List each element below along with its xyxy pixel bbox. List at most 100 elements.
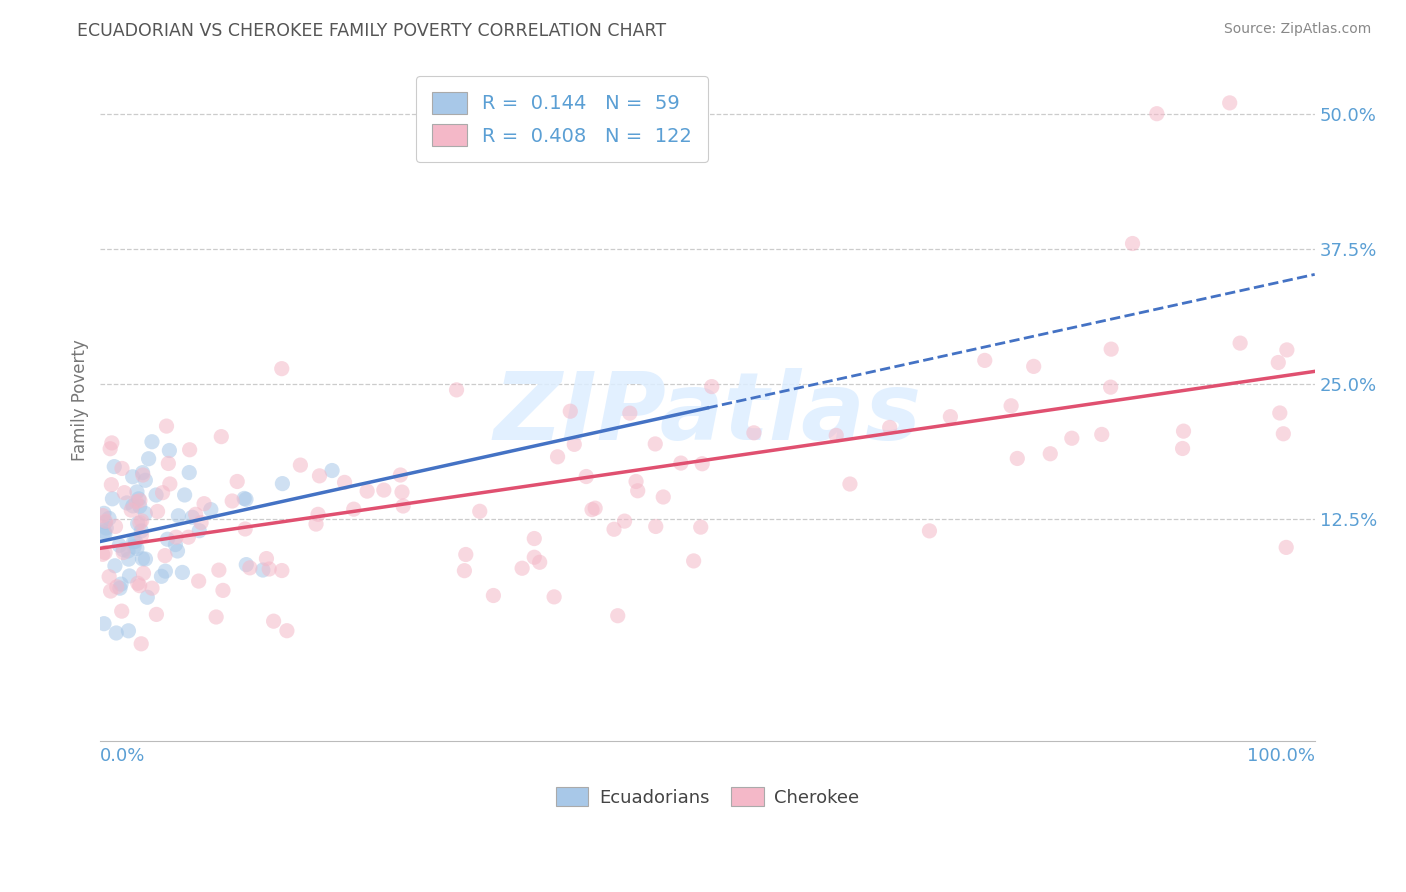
Point	[1229, 336, 1251, 351]
Point	[523, 532, 546, 546]
Point	[356, 484, 378, 499]
Point	[1000, 399, 1022, 413]
Point	[181, 510, 204, 524]
Point	[179, 466, 201, 480]
Point	[132, 468, 155, 483]
Point	[482, 589, 505, 603]
Point	[307, 508, 329, 522]
Point	[1039, 447, 1062, 461]
Point	[179, 442, 201, 457]
Point	[562, 437, 585, 451]
Point	[128, 516, 150, 530]
Point	[98, 569, 121, 583]
Point	[305, 517, 328, 532]
Point	[96, 521, 118, 535]
Point	[131, 528, 153, 542]
Point	[627, 483, 650, 498]
Point	[167, 508, 190, 523]
Point	[233, 491, 256, 506]
Point	[239, 561, 262, 575]
Text: 100.0%: 100.0%	[1247, 747, 1315, 764]
Point	[122, 540, 145, 554]
Point	[560, 404, 582, 418]
Point	[131, 466, 153, 480]
Point	[146, 504, 169, 518]
Point	[136, 591, 159, 605]
Point	[155, 564, 177, 578]
Point	[453, 564, 475, 578]
Point	[166, 544, 188, 558]
Point	[689, 520, 711, 534]
Point	[153, 549, 176, 563]
Point	[152, 485, 174, 500]
Point	[290, 458, 312, 472]
Point	[108, 581, 131, 595]
Point	[150, 569, 173, 583]
Point	[138, 451, 160, 466]
Point	[669, 456, 692, 470]
Point	[700, 379, 723, 393]
Point	[104, 519, 127, 533]
Point	[454, 548, 477, 562]
Point	[575, 469, 598, 483]
Point	[1022, 359, 1045, 374]
Point	[165, 538, 187, 552]
Point	[156, 533, 179, 547]
Point	[1099, 380, 1122, 394]
Point	[121, 470, 143, 484]
Point	[918, 524, 941, 538]
Point	[221, 494, 243, 508]
Point	[468, 504, 491, 518]
Point	[1099, 342, 1122, 356]
Point	[208, 563, 231, 577]
Point	[145, 607, 167, 622]
Point	[103, 459, 125, 474]
Point	[112, 485, 135, 500]
Point	[205, 610, 228, 624]
Point	[256, 551, 278, 566]
Point	[131, 551, 153, 566]
Point	[110, 577, 132, 591]
Point	[543, 590, 565, 604]
Point	[644, 437, 666, 451]
Point	[112, 545, 135, 559]
Point	[187, 574, 209, 588]
Point	[308, 468, 330, 483]
Point	[117, 552, 139, 566]
Point	[141, 434, 163, 449]
Point	[652, 490, 675, 504]
Point	[93, 616, 115, 631]
Point	[105, 580, 128, 594]
Point	[129, 637, 152, 651]
Point	[742, 425, 765, 440]
Point	[333, 475, 356, 490]
Point	[165, 530, 187, 544]
Point	[690, 457, 713, 471]
Point	[98, 442, 121, 456]
Point	[100, 477, 122, 491]
Point	[111, 604, 134, 618]
Point	[159, 477, 181, 491]
Point	[270, 361, 292, 376]
Text: Source: ZipAtlas.com: Source: ZipAtlas.com	[1223, 22, 1371, 37]
Point	[257, 562, 280, 576]
Point	[1267, 355, 1289, 369]
Point	[128, 491, 150, 506]
Point	[124, 534, 146, 549]
Text: ZIPatlas: ZIPatlas	[494, 368, 921, 460]
Point	[392, 499, 415, 513]
Point	[529, 555, 551, 569]
Point	[1272, 426, 1295, 441]
Point	[939, 409, 962, 424]
Point	[523, 550, 546, 565]
Point	[132, 566, 155, 581]
Point	[141, 581, 163, 595]
Point	[127, 516, 149, 531]
Point	[839, 477, 862, 491]
Point	[172, 566, 194, 580]
Point	[233, 522, 256, 536]
Point	[1091, 427, 1114, 442]
Point	[879, 420, 901, 434]
Point	[134, 507, 156, 521]
Point	[1007, 451, 1029, 466]
